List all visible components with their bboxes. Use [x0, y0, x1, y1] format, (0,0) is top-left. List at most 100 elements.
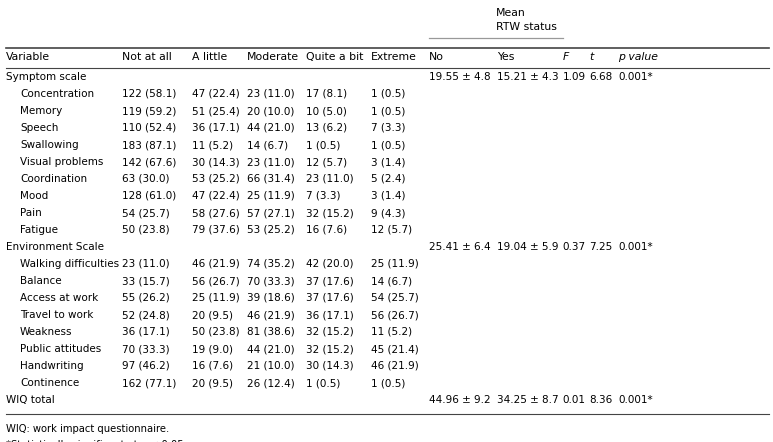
- Text: 46 (21.9): 46 (21.9): [247, 310, 295, 320]
- Text: Moderate: Moderate: [247, 52, 299, 62]
- Text: 74 (35.2): 74 (35.2): [247, 259, 295, 269]
- Text: 23 (11.0): 23 (11.0): [122, 259, 170, 269]
- Text: 66 (31.4): 66 (31.4): [247, 174, 295, 184]
- Text: 50 (23.8): 50 (23.8): [122, 225, 170, 235]
- Text: 7 (3.3): 7 (3.3): [371, 123, 406, 133]
- Text: 30 (14.3): 30 (14.3): [306, 361, 354, 371]
- Text: 33 (15.7): 33 (15.7): [122, 276, 170, 286]
- Text: 110 (52.4): 110 (52.4): [122, 123, 176, 133]
- Text: 1 (0.5): 1 (0.5): [306, 378, 340, 388]
- Text: 42 (20.0): 42 (20.0): [306, 259, 353, 269]
- Text: 26 (12.4): 26 (12.4): [247, 378, 295, 388]
- Text: 128 (61.0): 128 (61.0): [122, 191, 176, 201]
- Text: 81 (38.6): 81 (38.6): [247, 327, 295, 337]
- Text: 46 (21.9): 46 (21.9): [371, 361, 419, 371]
- Text: Mood: Mood: [20, 191, 49, 201]
- Text: 14 (6.7): 14 (6.7): [247, 140, 288, 150]
- Text: Speech: Speech: [20, 123, 59, 133]
- Text: 17 (8.1): 17 (8.1): [306, 89, 347, 99]
- Text: 3 (1.4): 3 (1.4): [371, 157, 406, 167]
- Text: 11 (5.2): 11 (5.2): [371, 327, 412, 337]
- Text: 12 (5.7): 12 (5.7): [371, 225, 412, 235]
- Text: 1 (0.5): 1 (0.5): [371, 106, 405, 116]
- Text: 11 (5.2): 11 (5.2): [192, 140, 233, 150]
- Text: 32 (15.2): 32 (15.2): [306, 327, 354, 337]
- Text: t: t: [589, 52, 593, 62]
- Text: 1 (0.5): 1 (0.5): [371, 378, 405, 388]
- Text: Balance: Balance: [20, 276, 62, 286]
- Text: Coordination: Coordination: [20, 174, 87, 184]
- Text: 55 (26.2): 55 (26.2): [122, 293, 170, 303]
- Text: RTW status: RTW status: [496, 22, 557, 32]
- Text: 53 (25.2): 53 (25.2): [192, 174, 240, 184]
- Text: 63 (30.0): 63 (30.0): [122, 174, 169, 184]
- Text: Handwriting: Handwriting: [20, 361, 83, 371]
- Text: 119 (59.2): 119 (59.2): [122, 106, 176, 116]
- Text: Environment Scale: Environment Scale: [6, 242, 104, 252]
- Text: Quite a bit: Quite a bit: [306, 52, 363, 62]
- Text: Public attitudes: Public attitudes: [20, 344, 101, 354]
- Text: 122 (58.1): 122 (58.1): [122, 89, 176, 99]
- Text: 32 (15.2): 32 (15.2): [306, 208, 354, 218]
- Text: 25 (11.9): 25 (11.9): [247, 191, 295, 201]
- Text: 32 (15.2): 32 (15.2): [306, 344, 354, 354]
- Text: 5 (2.4): 5 (2.4): [371, 174, 406, 184]
- Text: 0.001*: 0.001*: [618, 242, 653, 252]
- Text: 142 (67.6): 142 (67.6): [122, 157, 176, 167]
- Text: 162 (77.1): 162 (77.1): [122, 378, 176, 388]
- Text: 47 (22.4): 47 (22.4): [192, 191, 240, 201]
- Text: 51 (25.4): 51 (25.4): [192, 106, 240, 116]
- Text: 21 (10.0): 21 (10.0): [247, 361, 295, 371]
- Text: 1.09: 1.09: [563, 72, 586, 82]
- Text: 30 (14.3): 30 (14.3): [192, 157, 240, 167]
- Text: Extreme: Extreme: [371, 52, 417, 62]
- Text: 0.001*: 0.001*: [618, 72, 653, 82]
- Text: 36 (17.1): 36 (17.1): [122, 327, 170, 337]
- Text: 45 (21.4): 45 (21.4): [371, 344, 419, 354]
- Text: 70 (33.3): 70 (33.3): [247, 276, 295, 286]
- Text: 0.001*: 0.001*: [618, 395, 653, 405]
- Text: 16 (7.6): 16 (7.6): [306, 225, 347, 235]
- Text: 1 (0.5): 1 (0.5): [306, 140, 340, 150]
- Text: 25 (11.9): 25 (11.9): [192, 293, 240, 303]
- Text: *Statistically significant at p < 0.05.: *Statistically significant at p < 0.05.: [6, 440, 187, 442]
- Text: 47 (22.4): 47 (22.4): [192, 89, 240, 99]
- Text: Pain: Pain: [20, 208, 42, 218]
- Text: 36 (17.1): 36 (17.1): [192, 123, 240, 133]
- Text: 37 (17.6): 37 (17.6): [306, 293, 354, 303]
- Text: 36 (17.1): 36 (17.1): [306, 310, 354, 320]
- Text: F: F: [563, 52, 569, 62]
- Text: 58 (27.6): 58 (27.6): [192, 208, 240, 218]
- Text: 44 (21.0): 44 (21.0): [247, 123, 295, 133]
- Text: 52 (24.8): 52 (24.8): [122, 310, 170, 320]
- Text: 1 (0.5): 1 (0.5): [371, 89, 405, 99]
- Text: 23 (11.0): 23 (11.0): [247, 157, 295, 167]
- Text: Yes: Yes: [497, 52, 514, 62]
- Text: 0.37: 0.37: [563, 242, 586, 252]
- Text: 3 (1.4): 3 (1.4): [371, 191, 406, 201]
- Text: 53 (25.2): 53 (25.2): [247, 225, 295, 235]
- Text: 23 (11.0): 23 (11.0): [247, 89, 295, 99]
- Text: 54 (25.7): 54 (25.7): [122, 208, 170, 218]
- Text: Swallowing: Swallowing: [20, 140, 79, 150]
- Text: 70 (33.3): 70 (33.3): [122, 344, 170, 354]
- Text: 37 (17.6): 37 (17.6): [306, 276, 354, 286]
- Text: 54 (25.7): 54 (25.7): [371, 293, 419, 303]
- Text: 9 (4.3): 9 (4.3): [371, 208, 406, 218]
- Text: 46 (21.9): 46 (21.9): [192, 259, 240, 269]
- Text: 57 (27.1): 57 (27.1): [247, 208, 295, 218]
- Text: Visual problems: Visual problems: [20, 157, 104, 167]
- Text: A little: A little: [192, 52, 227, 62]
- Text: 1 (0.5): 1 (0.5): [371, 140, 405, 150]
- Text: 25 (11.9): 25 (11.9): [371, 259, 419, 269]
- Text: 20 (9.5): 20 (9.5): [192, 378, 233, 388]
- Text: 13 (6.2): 13 (6.2): [306, 123, 347, 133]
- Text: Fatigue: Fatigue: [20, 225, 58, 235]
- Text: No: No: [429, 52, 444, 62]
- Text: 44 (21.0): 44 (21.0): [247, 344, 295, 354]
- Text: 19.55 ± 4.8: 19.55 ± 4.8: [429, 72, 491, 82]
- Text: Not at all: Not at all: [122, 52, 172, 62]
- Text: 7.25: 7.25: [589, 242, 612, 252]
- Text: 97 (46.2): 97 (46.2): [122, 361, 170, 371]
- Text: 79 (37.6): 79 (37.6): [192, 225, 240, 235]
